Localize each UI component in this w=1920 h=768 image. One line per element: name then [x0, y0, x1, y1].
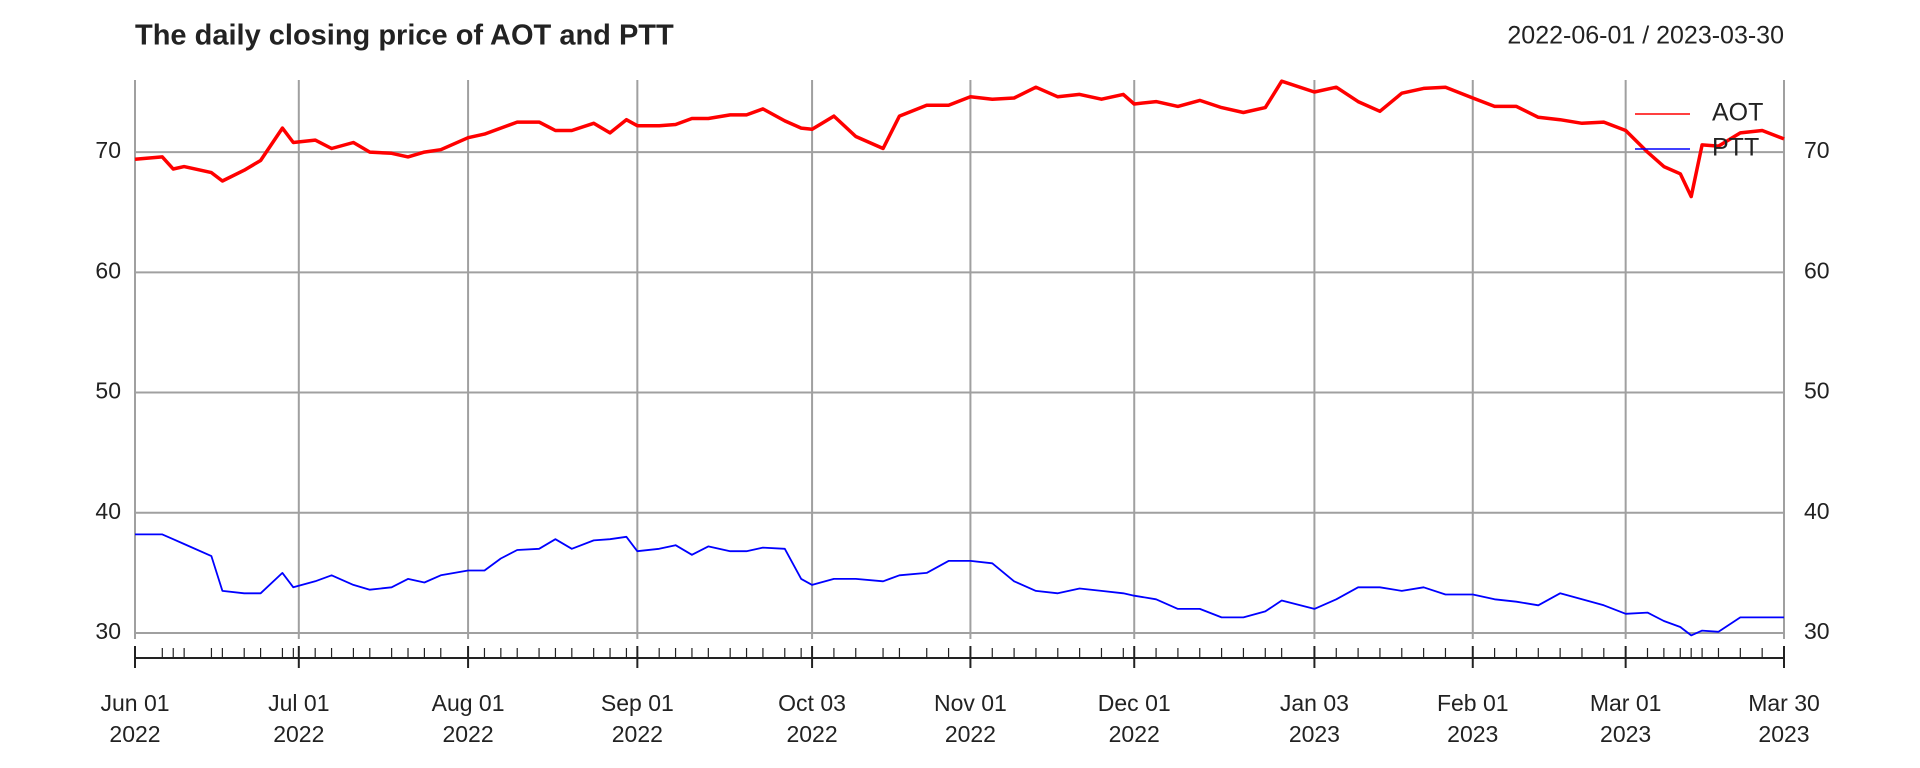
y-tick-label: 40: [95, 498, 121, 524]
y-tick-label-right: 30: [1804, 618, 1830, 644]
x-tick-label: Dec 01 2022: [1097, 690, 1171, 747]
x-tick-label: Feb 01 2023: [1436, 690, 1509, 747]
x-tick-label: Mar 01 2023: [1589, 690, 1662, 747]
x-tick-label: Aug 01 2022: [431, 690, 505, 747]
x-tick-label: Sep 01 2022: [600, 690, 674, 747]
x-tick-label: Mar 30 2023: [1748, 690, 1820, 747]
x-tick-label: Jul 01 2022: [268, 690, 330, 747]
chart-title: The daily closing price of AOT and PTT: [135, 20, 674, 52]
legend-label: AOT: [1712, 99, 1763, 127]
chart-subtitle: 2022-06-01 / 2023-03-30: [1507, 22, 1784, 50]
x-tick-label: Nov 01 2022: [933, 690, 1007, 747]
x-tick-label: Jun 01 2022: [100, 690, 170, 747]
y-tick-label: 50: [95, 378, 121, 404]
y-tick-label-right: 70: [1804, 137, 1830, 163]
y-tick-label: 30: [95, 618, 121, 644]
x-tick-label: Oct 03 2022: [778, 690, 846, 747]
y-tick-label: 70: [95, 137, 121, 163]
y-tick-label-right: 40: [1804, 498, 1830, 524]
y-tick-label: 60: [95, 257, 121, 283]
series-line: [134, 79, 1785, 199]
legend-label: PTT: [1712, 134, 1759, 162]
series-line: [135, 533, 1784, 637]
y-tick-label-right: 50: [1804, 378, 1830, 404]
x-tick-label: Jan 03 2023: [1279, 690, 1349, 747]
y-tick-label-right: 60: [1804, 257, 1830, 283]
